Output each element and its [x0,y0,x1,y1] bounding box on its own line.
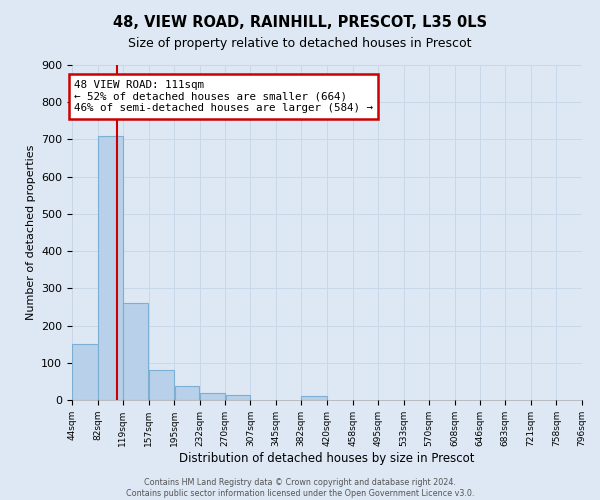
X-axis label: Distribution of detached houses by size in Prescot: Distribution of detached houses by size … [179,452,475,464]
Bar [98,136,122,400]
Text: Size of property relative to detached houses in Prescot: Size of property relative to detached ho… [128,38,472,51]
Bar [200,392,225,400]
Bar [72,344,98,400]
Y-axis label: Number of detached properties: Number of detached properties [26,145,35,320]
Text: Contains HM Land Registry data © Crown copyright and database right 2024.
Contai: Contains HM Land Registry data © Crown c… [126,478,474,498]
Bar [149,370,174,400]
Bar [175,386,199,400]
Bar [226,395,250,400]
Text: 48 VIEW ROAD: 111sqm
← 52% of detached houses are smaller (664)
46% of semi-deta: 48 VIEW ROAD: 111sqm ← 52% of detached h… [74,80,373,113]
Bar [123,303,148,400]
Text: 48, VIEW ROAD, RAINHILL, PRESCOT, L35 0LS: 48, VIEW ROAD, RAINHILL, PRESCOT, L35 0L… [113,15,487,30]
Bar [301,396,327,400]
